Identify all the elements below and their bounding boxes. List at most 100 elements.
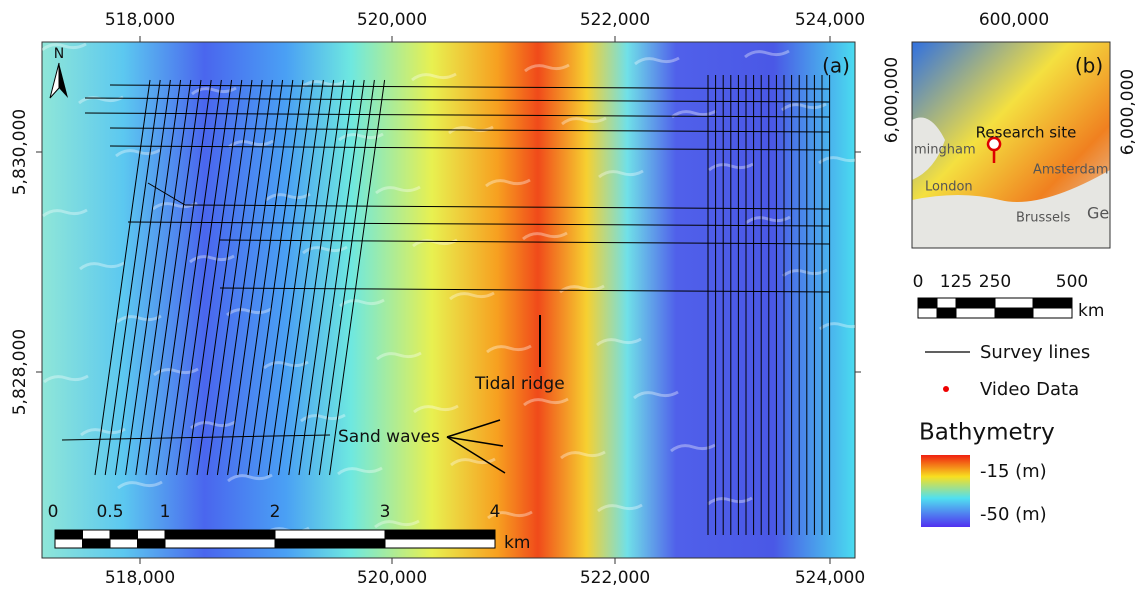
land — [912, 117, 945, 180]
wave — [818, 156, 855, 165]
main-map: Tidal ridge Sand waves (a) N 0 0.5 1 2 3… — [41, 41, 856, 559]
scale-label: 2 — [270, 502, 281, 522]
scale-segment — [82, 529, 111, 540]
wave — [263, 360, 309, 370]
x-tick-label: 520,000 — [357, 568, 427, 588]
survey-line — [267, 79, 324, 476]
wave — [598, 169, 644, 179]
wave — [339, 298, 385, 308]
north-arrow — [59, 63, 68, 98]
wave — [561, 116, 607, 126]
survey-line — [329, 79, 386, 476]
wave — [42, 42, 87, 52]
legend-dot — [943, 386, 949, 392]
wave — [450, 457, 496, 467]
wave — [522, 231, 568, 241]
scale-unit: km — [1078, 301, 1104, 321]
survey-line — [308, 79, 365, 476]
survey-line — [176, 79, 233, 476]
place-label: Amsterdam — [1033, 163, 1108, 178]
scale-segment — [955, 307, 996, 319]
scale-bar — [917, 297, 1073, 319]
legend-label: -15 (m) — [980, 461, 1047, 482]
scale-segment — [54, 538, 83, 549]
scale-segment — [936, 297, 957, 309]
wave — [670, 443, 716, 453]
survey-line — [219, 287, 831, 293]
wave — [78, 95, 124, 105]
wave — [190, 420, 236, 430]
survey-line — [196, 79, 253, 476]
scale-label: 3 — [380, 502, 391, 522]
wave — [265, 192, 311, 202]
wave — [116, 314, 162, 324]
wave — [374, 519, 420, 529]
survey-line — [84, 112, 831, 118]
site-marker — [986, 136, 1002, 164]
scale-segment — [274, 538, 386, 549]
wave — [375, 185, 421, 195]
wave — [43, 374, 89, 384]
survey-line — [318, 79, 375, 476]
scale-segment — [274, 529, 386, 540]
scale-label: 0 — [913, 272, 924, 292]
wave — [596, 337, 642, 347]
survey-line — [125, 79, 182, 476]
survey-line — [278, 79, 335, 476]
x-tick-label: 518,000 — [105, 10, 175, 30]
wave — [42, 208, 88, 218]
wave — [485, 178, 531, 188]
survey-line — [155, 79, 212, 476]
survey-line — [109, 145, 831, 151]
survey-lines — [61, 75, 831, 535]
wave — [79, 261, 125, 271]
legend-label: Survey lines — [980, 342, 1090, 363]
wave — [337, 466, 383, 476]
scale-label: 0 — [48, 502, 59, 522]
wave — [781, 102, 827, 112]
wave — [744, 49, 790, 59]
survey-line — [147, 182, 186, 206]
legend-title: Bathymetry — [919, 420, 1055, 446]
scale-segment — [917, 297, 938, 309]
place-label: Ge — [1087, 204, 1109, 223]
wave — [819, 322, 855, 331]
wave — [523, 397, 569, 407]
wave — [559, 284, 605, 294]
survey-line — [227, 79, 284, 476]
wave — [189, 254, 235, 264]
scale-segment — [54, 529, 83, 540]
scale-segment — [994, 297, 1034, 309]
y-tick-label: 5,828,000 — [10, 329, 30, 416]
wave — [782, 268, 828, 278]
wave — [376, 351, 422, 361]
survey-line — [219, 239, 831, 245]
sand-wave-arrows — [446, 419, 506, 474]
scale-label: 250 — [979, 272, 1011, 292]
place-label: mingham — [914, 143, 976, 158]
legend: Survey lines Video Data Bathymetry -15 (… — [919, 342, 1090, 527]
wave — [117, 480, 163, 490]
scale-segment — [137, 538, 166, 549]
survey-line — [186, 79, 243, 476]
x-tick-label: 524,000 — [795, 568, 865, 588]
wave — [152, 201, 198, 211]
survey-line — [109, 127, 831, 133]
survey-line — [216, 79, 273, 476]
survey-line — [298, 79, 355, 476]
scale-label: 4 — [490, 502, 501, 522]
scale-segment — [109, 538, 138, 549]
wave — [671, 109, 717, 119]
scale-segment — [384, 529, 496, 540]
scale-label: 500 — [1056, 272, 1088, 292]
tick-marks — [36, 36, 861, 564]
annotation: Tidal ridge — [474, 374, 565, 394]
scale-segment — [1032, 307, 1073, 319]
scale-label: 1 — [160, 502, 171, 522]
survey-line — [257, 79, 314, 476]
survey-line — [145, 79, 202, 476]
wave — [560, 450, 606, 460]
survey-line — [184, 204, 831, 210]
x-tick-label: 600,000 — [979, 10, 1049, 30]
